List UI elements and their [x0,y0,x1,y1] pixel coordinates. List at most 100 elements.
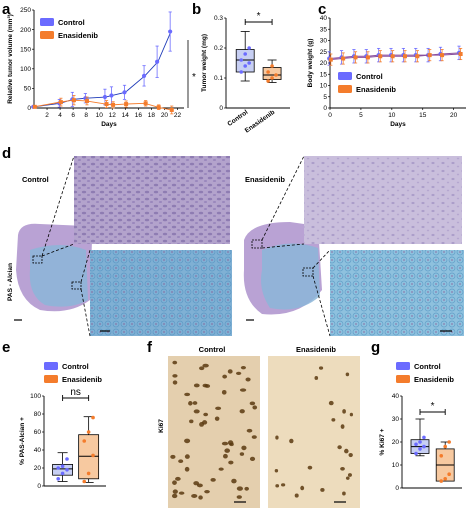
stained-nucleus [236,486,243,491]
stained-nucleus [172,380,178,385]
stained-nucleus [239,452,245,456]
legend-swatch-enasidenib [396,375,410,383]
data-point [82,479,87,484]
stained-nucleus [218,467,224,471]
legend-swatch-enasidenib [338,85,352,93]
x-tick-label: 8 [84,112,88,119]
data-point [439,479,444,483]
data-point [439,454,444,458]
data-point [247,46,251,50]
stained-nucleus [199,422,205,427]
stained-nucleus [347,473,352,477]
stained-nucleus [214,416,220,421]
y-tick-label: 10 [392,462,400,469]
data-point [341,56,346,61]
stained-nucleus [340,466,345,471]
stained-nucleus [184,466,190,472]
data-point [378,54,383,59]
x-tick-label: 10 [96,112,104,119]
stained-nucleus [300,485,305,491]
legend-label-control: Control [414,362,441,371]
panel-letter-e: e [2,339,10,356]
y-tick-label: 0 [219,105,223,112]
data-point [143,101,148,106]
y-tick-label: 40 [34,447,42,454]
ki67-enasidenib-header: Enasidenib [296,345,336,354]
x-tick-label: 2 [45,112,49,119]
stained-nucleus [331,418,336,422]
x-tick-label: Control [226,109,249,128]
enasidenib-overview-tissue [243,222,322,321]
stained-nucleus [222,374,228,379]
data-point [155,59,160,64]
stained-nucleus [251,435,257,439]
significance-label: ns [70,387,81,398]
data-point [402,54,407,59]
stained-nucleus [235,371,242,375]
data-point [418,440,422,444]
legend-label-control: Control [356,72,383,81]
pas-alcian-row-label: PAS - Alcian [7,263,14,301]
legend-label-enasidenib: Enasidenib [58,31,98,40]
y-tick-label: 30 [320,38,328,45]
data-point [443,477,448,481]
data-point [141,73,147,78]
data-point [104,102,109,107]
stained-nucleus [245,377,251,382]
x-tick-label: 4 [58,112,62,119]
control-overview-tissue [14,223,92,321]
data-point [447,472,451,477]
panel-letter-c: c [318,1,326,18]
data-point [418,447,422,451]
significance-label: * [431,401,435,412]
stained-nucleus [204,489,210,494]
x-tick-label: 10 [388,112,396,119]
control-header: Control [22,175,49,184]
y-tick-label: 30 [392,416,400,423]
y-tick-label: 100 [20,66,31,73]
stained-nucleus [178,491,185,495]
stained-nucleus [252,405,258,410]
stained-nucleus [184,454,190,459]
x-tick-label: 16 [135,112,143,119]
stained-nucleus [314,376,319,380]
histology-panel-f: Control Enasidenib Ki67 [158,345,360,508]
y-tick-label: 100 [30,393,41,400]
data-point [243,52,247,56]
data-point [82,439,87,443]
data-point [247,61,251,65]
ki67-control-image [168,356,260,508]
legend-label-enasidenib: Enasidenib [62,375,102,384]
stained-nucleus [342,409,346,414]
stained-nucleus [236,495,242,499]
chart-ki67: Control Enasidenib 0 10 20 30 40 % Ki67 + * [379,362,462,492]
data-point [443,444,448,449]
x-axis-label: Days [390,121,406,128]
stained-nucleus [184,392,191,397]
data-point [109,93,114,98]
y-tick-label: 40 [320,15,328,22]
data-point [440,53,445,58]
chart-tumor-volume: 0 50 100 150 200 250 2 4 6 8 10 12 14 16 18 20 22 Days Rel… [7,7,196,128]
y-tick-label: 35 [320,26,328,33]
stained-nucleus [348,452,353,458]
legend-label-enasidenib: Enasidenib [356,85,396,94]
panel-letter-b: b [192,1,201,18]
legend-label-control: Control [62,362,89,371]
stained-nucleus [281,483,286,487]
y-tick-label: 20 [34,465,42,472]
stained-nucleus [198,495,203,500]
stained-nucleus [222,453,228,459]
x-axis-label: Days [101,121,117,128]
data-point [60,471,65,476]
stained-nucleus [307,465,313,470]
x-tick-label: 12 [109,112,117,119]
stained-nucleus [241,445,247,451]
data-point [328,57,333,62]
stained-nucleus [170,454,176,459]
y-tick-label: 80 [34,411,42,418]
data-point [390,54,395,59]
enasidenib-header: Enasidenib [245,175,285,184]
data-point [239,58,244,62]
stained-nucleus [275,484,280,488]
